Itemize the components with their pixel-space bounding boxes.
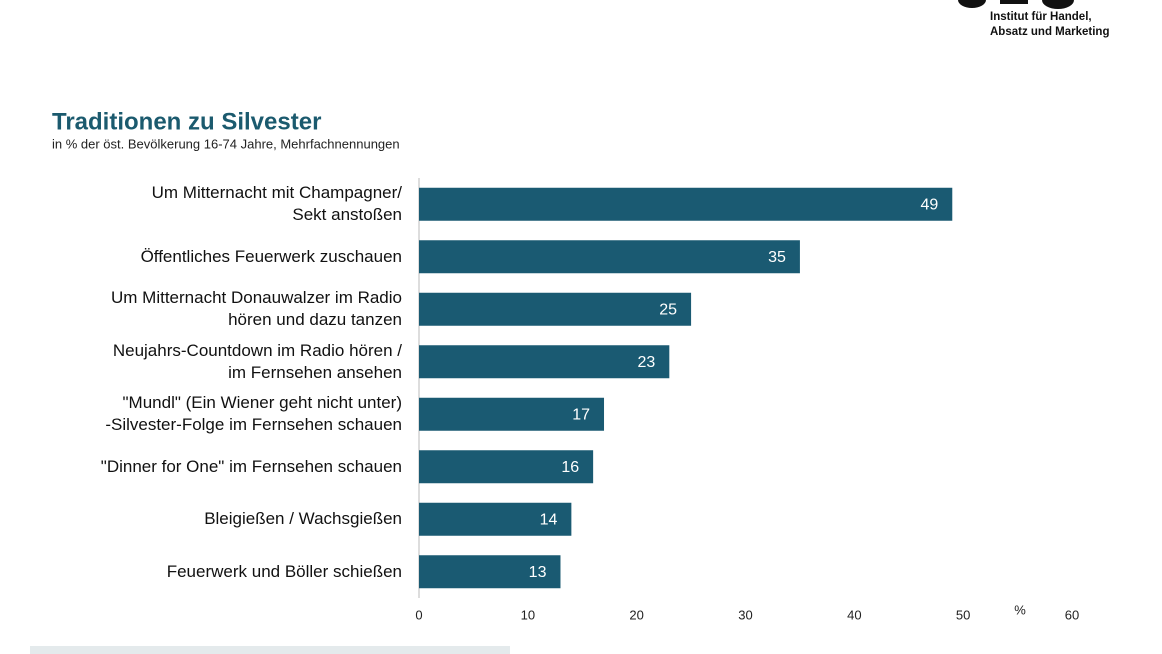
x-tick-label: 40	[847, 607, 861, 622]
value-label: 49	[920, 196, 938, 213]
value-label: 25	[659, 301, 677, 318]
value-label: 17	[572, 406, 590, 423]
bar	[419, 397, 605, 431]
value-label: 23	[638, 354, 656, 371]
y-tick-label: Um Mitternacht Donauwalzer im Radio höre…	[111, 288, 402, 330]
y-tick-label: Bleigießen / Wachsgießen	[204, 509, 402, 529]
x-tick-label: 20	[629, 607, 643, 622]
x-tick-label: 50	[956, 607, 970, 622]
chart-subtitle: in % der öst. Bevölkerung 16-74 Jahre, M…	[52, 136, 400, 151]
x-tick-label: 30	[738, 607, 752, 622]
x-axis-label: %	[1014, 602, 1026, 617]
value-label: 14	[540, 511, 558, 528]
x-tick-label: 10	[521, 607, 535, 622]
y-tick-label: "Dinner for One" im Fernsehen schauen	[100, 456, 402, 476]
logo-text: Absatz und Marketing	[990, 26, 1109, 38]
bar	[419, 555, 561, 589]
logo-mark	[958, 0, 1074, 9]
value-label: 35	[768, 249, 786, 266]
y-tick-label: "Mundl" (Ein Wiener geht nicht unter) -S…	[105, 393, 402, 435]
bar	[419, 292, 692, 326]
x-tick-label: 0	[415, 607, 422, 622]
bar	[419, 240, 800, 274]
value-label: 16	[561, 459, 579, 476]
chart-title: Traditionen zu Silvester	[52, 108, 321, 135]
y-tick-label: Um Mitternacht mit Champagner/ Sekt anst…	[151, 183, 402, 225]
y-tick-label: Feuerwerk und Böller schießen	[166, 561, 402, 581]
logo-text: Institut für Handel,	[990, 11, 1092, 23]
x-tick-label: 60	[1065, 607, 1079, 622]
y-tick-label: Öffentliches Feuerwerk zuschauen	[140, 246, 402, 266]
value-label: 13	[529, 564, 547, 581]
bar	[419, 450, 594, 484]
bar	[419, 502, 572, 536]
bar	[419, 345, 670, 379]
y-tick-label: Neujahrs-Countdown im Radio hören / im F…	[112, 340, 402, 382]
bar	[419, 187, 953, 221]
footer-cut	[30, 646, 510, 654]
